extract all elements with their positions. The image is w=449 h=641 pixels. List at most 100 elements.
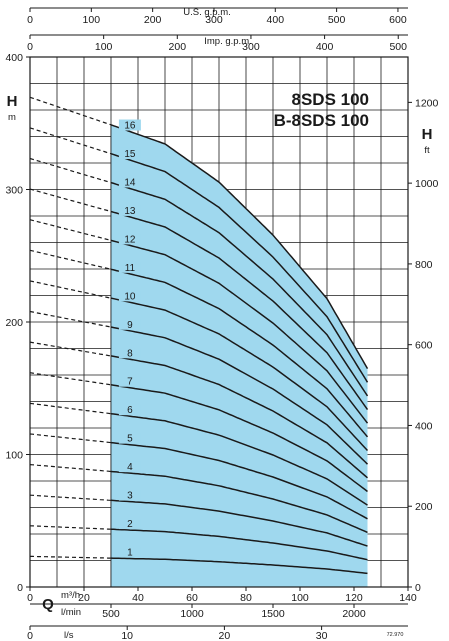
left-axis-label: H — [7, 93, 18, 110]
m3h-tick-label: 0 — [27, 592, 33, 604]
curve-dashed-8 — [29, 341, 112, 357]
curve-16 — [110, 124, 369, 369]
imp-gpm-tick-label: 0 — [27, 41, 33, 53]
stage-label-bg — [118, 461, 141, 473]
m3h-tick-label: 120 — [345, 592, 363, 604]
right-axis-unit: ft — [424, 145, 430, 156]
curve-dashed-13 — [29, 188, 112, 213]
us-gpm-tick-label: 200 — [144, 14, 162, 26]
ls-tick-label: 20 — [219, 630, 231, 641]
curve-9 — [110, 326, 369, 465]
stage-label-bg — [118, 404, 141, 416]
stage-label-6: 6 — [127, 405, 133, 416]
us-gpm-unit: U.S. g.p.m. — [183, 7, 231, 18]
stage-label-bg — [118, 347, 141, 359]
curve-2 — [110, 528, 368, 561]
curve-dashed-1 — [30, 555, 111, 559]
imp-gpm-unit: Imp. g.p.m. — [204, 36, 252, 47]
curve-dashed-11 — [29, 249, 112, 270]
stage-label-13: 13 — [124, 206, 136, 217]
us-gpm-tick-label: 0 — [27, 14, 33, 26]
stage-label-3: 3 — [127, 491, 133, 502]
curve-14 — [110, 181, 369, 397]
ls-tick-label: 30 — [316, 630, 328, 641]
lmin-tick-label: 2000 — [342, 608, 366, 620]
curve-11 — [110, 268, 369, 438]
lmin-tick-label: 1500 — [261, 608, 285, 620]
curve-dashed-7 — [29, 372, 112, 386]
stage-label-9: 9 — [127, 320, 133, 331]
stage-label-bg — [118, 318, 141, 330]
curve-8 — [110, 355, 368, 479]
stage-label-bg — [118, 204, 141, 216]
ls-tick-label: 10 — [121, 630, 133, 641]
ls-tick-label: 0 — [27, 630, 33, 641]
left-tick-label: 0 — [17, 582, 23, 594]
right-tick-label: 400 — [415, 420, 433, 432]
curve-dashed-14 — [29, 157, 112, 184]
curve-dashed-16 — [29, 96, 112, 126]
us-gpm-tick-label: 400 — [267, 14, 285, 26]
imp-gpm-tick-label: 300 — [242, 41, 260, 53]
curve-dashed-15 — [29, 127, 112, 155]
right-tick-label: 600 — [415, 340, 433, 352]
stage-label-bg — [118, 375, 141, 387]
curve-12 — [110, 239, 369, 424]
us-gpm-tick-label: 500 — [328, 14, 346, 26]
curve-1 — [110, 557, 368, 575]
title-line-2: B-8SDS 100 — [274, 111, 369, 130]
m3h-unit: m³/h — [61, 590, 80, 601]
stage-label-bg — [118, 176, 141, 188]
stage-label-bg — [118, 261, 141, 273]
imp-gpm-tick-label: 500 — [389, 41, 407, 53]
us-gpm-tick-label: 100 — [83, 14, 101, 26]
m3h-tick-label: 80 — [240, 592, 252, 604]
stage-label-bg — [118, 432, 141, 444]
left-tick-label: 400 — [5, 52, 23, 64]
stage-label-bg — [118, 290, 141, 302]
left-tick-label: 300 — [5, 185, 23, 197]
curve-4 — [110, 470, 368, 534]
curve-dashed-5 — [29, 433, 112, 444]
stage-label-12: 12 — [124, 234, 136, 245]
m3h-tick-label: 60 — [186, 592, 198, 604]
curve-6 — [110, 412, 368, 506]
imp-gpm-tick-label: 100 — [95, 41, 113, 53]
curve-13 — [110, 210, 369, 411]
us-gpm-tick-label: 600 — [389, 14, 407, 26]
curve-3 — [110, 499, 368, 547]
m3h-tick-label: 140 — [399, 592, 417, 604]
chart-labels: 8SDS 100 B-8SDS 100 72.970 — [274, 90, 404, 638]
imp-gpm-tick-label: 400 — [316, 41, 334, 53]
imp-gpm-tick-label: 200 — [169, 41, 187, 53]
curve-dashed-4 — [29, 464, 112, 473]
lmin-unit: l/min — [61, 607, 81, 618]
m3h-tick-label: 100 — [291, 592, 309, 604]
stage-label-16: 16 — [124, 121, 136, 132]
curve-10 — [110, 297, 369, 452]
stage-label-8: 8 — [127, 348, 133, 359]
axes: 0100200300400Hm020040060080010001200Hft0… — [5, 7, 438, 641]
curve-dashed-3 — [29, 494, 112, 501]
curve-15 — [110, 152, 369, 383]
stage-label-bg — [118, 518, 141, 530]
left-axis-unit: m — [8, 112, 16, 123]
operating-range-area — [111, 124, 368, 588]
stage-label-bg — [118, 546, 141, 558]
stage-label-14: 14 — [124, 177, 136, 188]
right-tick-label: 200 — [415, 501, 433, 513]
curve-dashed-9 — [29, 310, 112, 328]
stage-label-15: 15 — [124, 149, 136, 160]
stage-label-1: 1 — [127, 548, 133, 559]
ls-unit: l/s — [64, 630, 74, 641]
lmin-tick-label: 1000 — [180, 608, 204, 620]
right-tick-label: 1200 — [415, 97, 439, 109]
curve-5 — [110, 441, 368, 520]
right-tick-label: 0 — [415, 582, 421, 594]
stage-label-10: 10 — [124, 291, 136, 302]
stage-label-4: 4 — [127, 462, 133, 473]
right-tick-label: 800 — [415, 259, 433, 271]
stage-label-bg — [118, 233, 141, 245]
